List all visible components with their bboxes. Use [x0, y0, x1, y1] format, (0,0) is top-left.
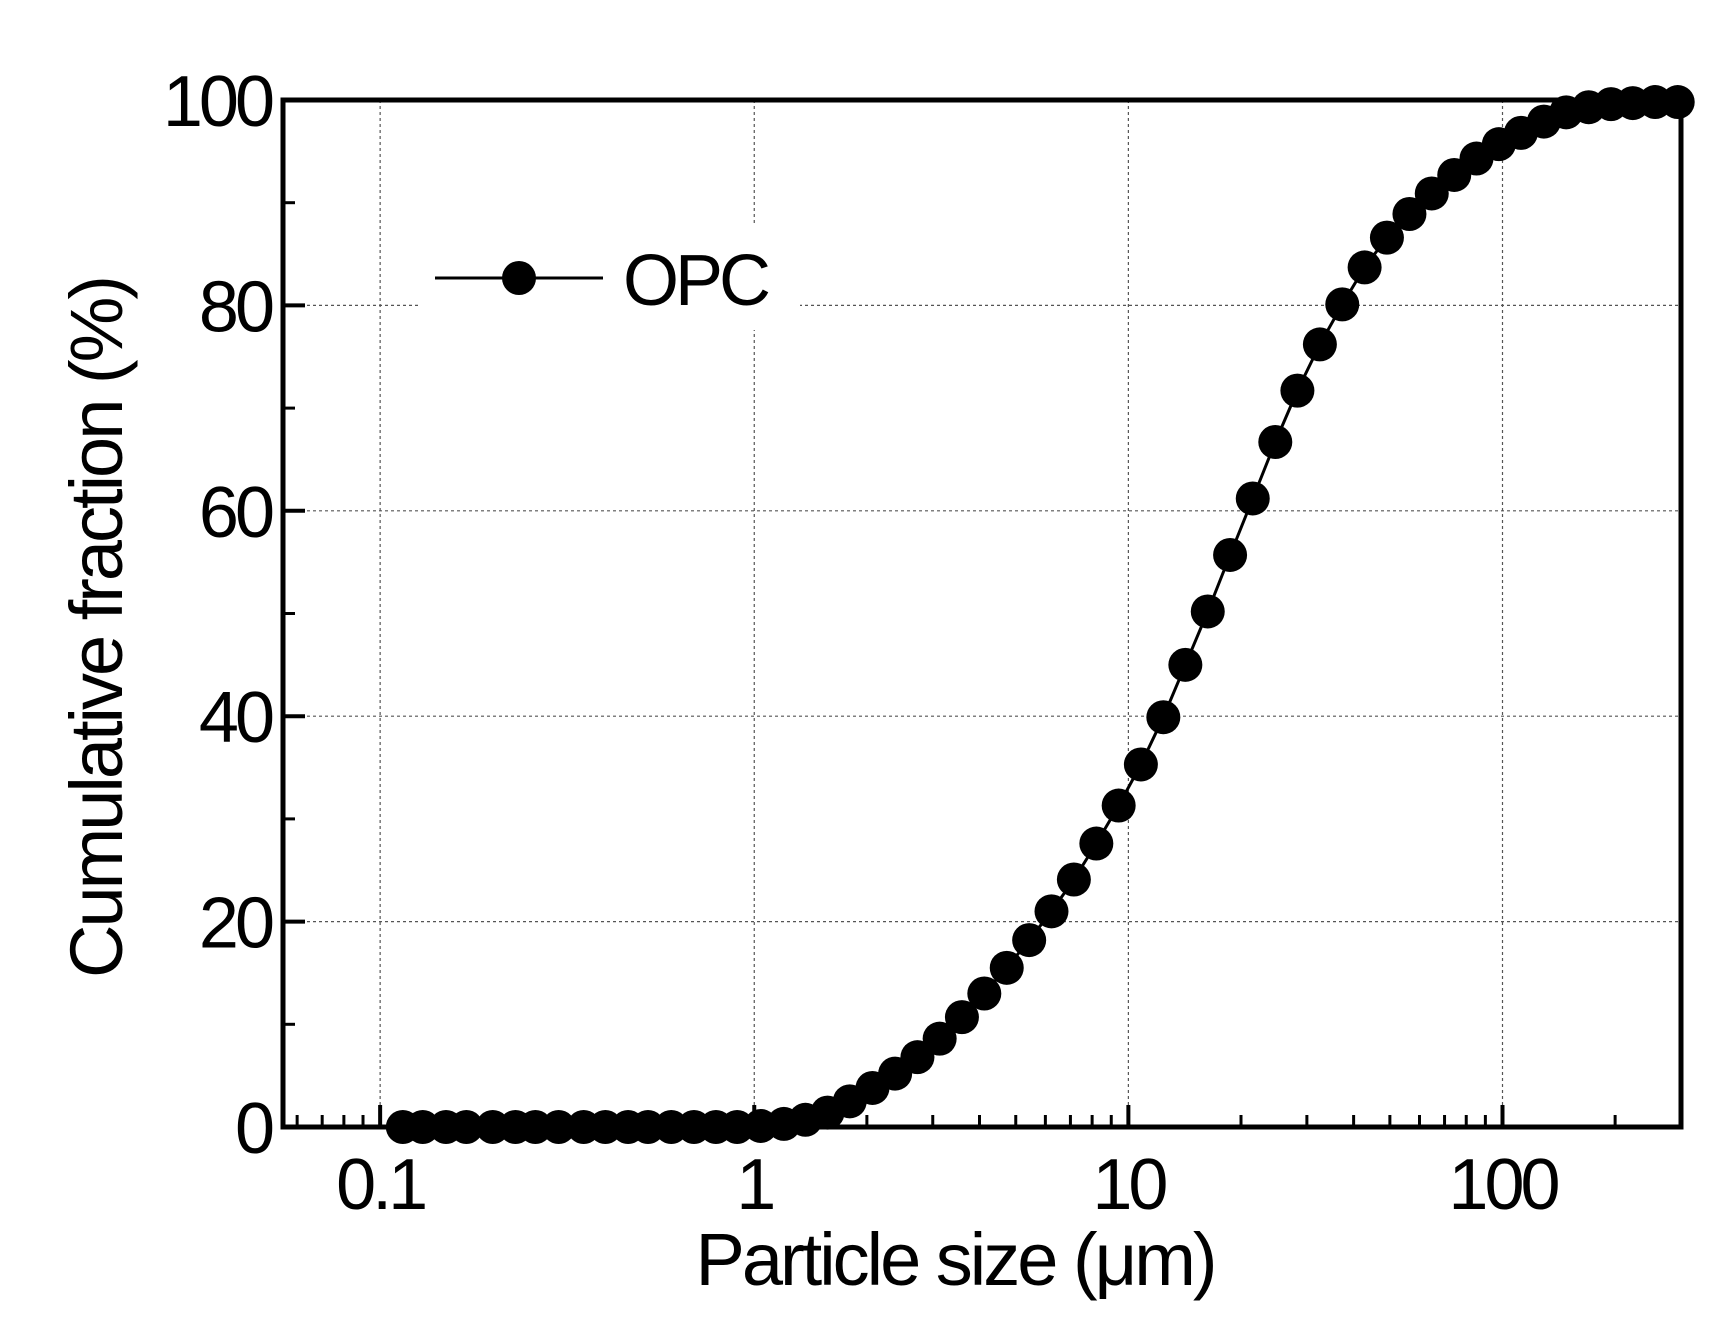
data-point — [1369, 220, 1404, 255]
data-point — [1123, 747, 1158, 782]
data-point — [1414, 176, 1449, 211]
y-tick-label: 80 — [199, 267, 273, 347]
x-tick-label: 10 — [1092, 1145, 1166, 1225]
data-point — [944, 1000, 979, 1035]
data-point — [1213, 537, 1248, 572]
data-point — [1079, 826, 1114, 861]
series-layer — [385, 85, 1695, 1144]
y-tick-label: 20 — [199, 884, 273, 964]
y-tick-label: 60 — [199, 473, 273, 553]
data-point — [1056, 862, 1091, 897]
y-axis-title: Cumulative fraction (%) — [55, 278, 138, 978]
data-point — [1012, 923, 1047, 958]
y-tick-label: 100 — [163, 62, 273, 142]
data-point — [1258, 424, 1293, 459]
x-axis-title: Particle size (μm) — [695, 1218, 1214, 1301]
grid-layer — [283, 100, 1681, 1127]
y-tick-label: 40 — [199, 678, 273, 758]
data-point — [967, 976, 1002, 1011]
data-point — [1235, 481, 1270, 516]
x-tick-label: 100 — [1448, 1145, 1558, 1225]
legend: OPC — [420, 225, 800, 330]
x-tick-label: 0.1 — [336, 1145, 425, 1225]
data-point — [1168, 647, 1203, 682]
data-point — [1302, 327, 1337, 362]
label-layer: 0.1 1 10 100 0 20 40 60 80 100 — [163, 62, 1563, 1225]
tick-layer — [283, 98, 1683, 1129]
data-point — [922, 1021, 957, 1056]
data-point — [989, 950, 1024, 985]
x-tick-label: 1 — [736, 1145, 773, 1225]
data-point — [1101, 788, 1136, 823]
data-point — [1347, 250, 1382, 285]
data-point — [1325, 287, 1360, 322]
data-point — [1146, 700, 1181, 735]
data-point — [1190, 594, 1225, 629]
data-point — [1034, 894, 1069, 929]
y-tick-label: 0 — [235, 1089, 273, 1169]
data-point — [1280, 373, 1315, 408]
data-point — [1392, 196, 1427, 231]
legend-label-opc: OPC — [623, 241, 769, 321]
legend-marker-opc — [502, 261, 536, 295]
